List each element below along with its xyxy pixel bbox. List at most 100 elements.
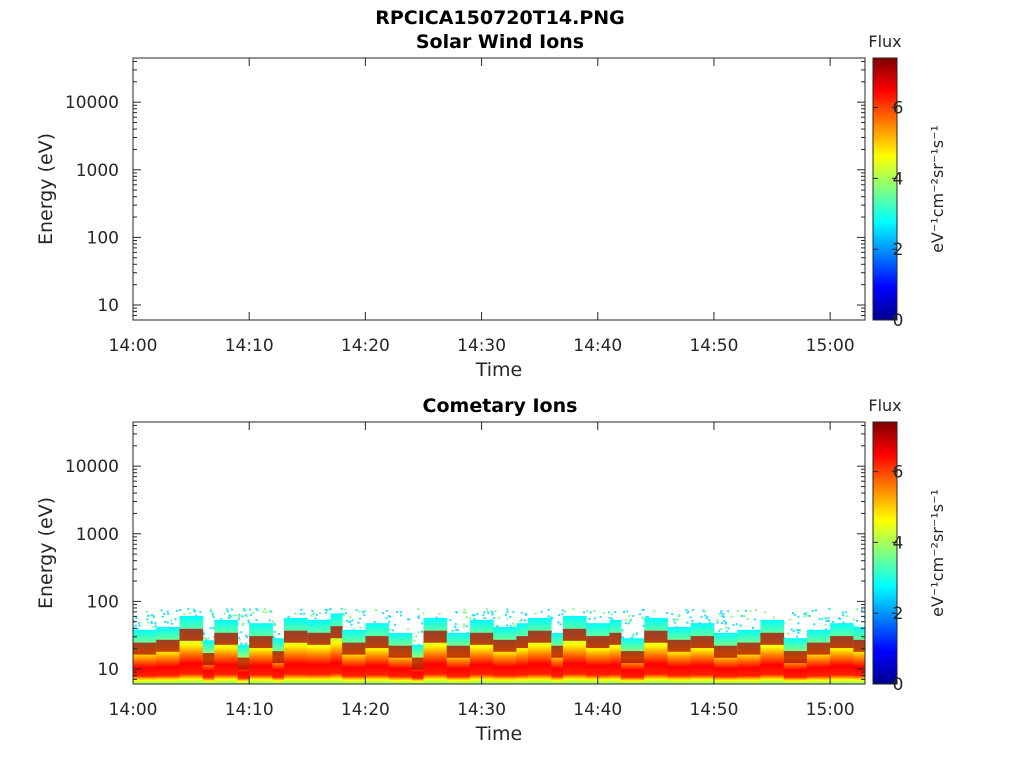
low-flux-speckle xyxy=(229,616,232,618)
flux-peak xyxy=(156,639,180,652)
low-flux-speckle xyxy=(483,611,486,614)
low-flux-speckle xyxy=(827,620,830,623)
low-flux-speckle xyxy=(268,610,271,613)
flux-peak xyxy=(330,626,343,639)
low-flux-speckle xyxy=(557,621,560,624)
low-flux-speckle xyxy=(303,612,305,615)
x-tick-label: 15:00 xyxy=(806,336,855,356)
colorbar-tick-label: 2 xyxy=(893,240,904,260)
flux-column xyxy=(853,627,865,684)
low-flux-speckle xyxy=(134,624,137,627)
low-flux-speckle xyxy=(464,611,467,614)
y-tick-label: 10000 xyxy=(65,457,119,477)
x-tick-label: 14:10 xyxy=(225,336,274,356)
low-flux-speckle xyxy=(632,633,635,636)
low-flux-speckle xyxy=(245,615,248,618)
low-flux-speckle xyxy=(202,637,205,640)
low-flux-speckle xyxy=(666,612,668,615)
low-flux-speckle xyxy=(324,608,327,611)
low-flux-speckle xyxy=(247,619,250,622)
low-flux-speckle xyxy=(386,609,389,612)
low-flux-speckle xyxy=(718,629,721,632)
x-axis-label: Time xyxy=(475,359,523,381)
low-flux-speckle xyxy=(473,614,476,617)
low-flux-speckle xyxy=(632,615,635,617)
y-tick-label: 100 xyxy=(87,592,119,612)
colorbar-ticks: 0 2 4 6 xyxy=(873,463,903,695)
flux-column xyxy=(388,632,413,684)
low-flux-speckle xyxy=(362,611,364,614)
low-flux-speckle xyxy=(136,628,139,631)
low-flux-speckle xyxy=(844,611,847,614)
low-flux-speckle xyxy=(589,611,592,614)
low-flux-speckle xyxy=(628,620,631,623)
low-flux-speckle xyxy=(483,617,486,619)
low-flux-speckle xyxy=(806,614,809,617)
low-flux-speckle xyxy=(237,636,240,639)
low-flux-speckle xyxy=(721,615,724,618)
low-flux-speckle xyxy=(722,613,725,616)
low-flux-speckle xyxy=(203,633,206,636)
low-flux-speckle xyxy=(166,621,169,624)
low-flux-speckle xyxy=(512,622,515,625)
low-flux-speckle xyxy=(421,630,423,633)
low-flux-speckle xyxy=(825,620,828,623)
low-flux-speckle xyxy=(462,611,465,614)
low-flux-speckle xyxy=(828,608,831,610)
flux-peak xyxy=(411,657,424,670)
low-flux-speckle xyxy=(163,612,166,615)
low-flux-speckle xyxy=(212,627,215,630)
low-flux-speckle xyxy=(438,612,441,615)
low-flux-speckle xyxy=(154,625,157,628)
low-flux-speckle xyxy=(241,622,244,625)
heatmap-layer xyxy=(133,607,865,684)
colorbar-tick-label: 6 xyxy=(893,463,904,483)
flux-peak xyxy=(783,651,808,664)
low-flux-speckle xyxy=(223,612,226,615)
low-flux-speckle xyxy=(330,608,333,610)
low-flux-speckle xyxy=(856,608,859,611)
low-flux-speckle xyxy=(135,617,138,619)
flux-column xyxy=(330,613,343,684)
x-tick-label: 14:00 xyxy=(109,700,158,720)
x-axis-ticks: 14:00 14:10 14:20 14:30 14:40 14:50 15:00 xyxy=(109,58,855,356)
colorbar-ticks: 0 2 4 6 xyxy=(873,99,903,331)
low-flux-speckle xyxy=(804,613,807,616)
y-tick-label: 100 xyxy=(87,228,119,248)
low-flux-speckle xyxy=(520,618,523,621)
low-flux-speckle xyxy=(608,611,611,614)
low-flux-speckle xyxy=(319,611,321,614)
low-flux-speckle xyxy=(813,623,816,626)
low-flux-speckle xyxy=(811,609,814,612)
flux-peak xyxy=(202,653,215,666)
x-axis-label: Time xyxy=(475,723,523,745)
low-flux-speckle xyxy=(564,610,566,613)
low-flux-speckle xyxy=(327,618,330,621)
low-flux-speckle xyxy=(389,615,392,618)
figure-title: RPCICA150720T14.PNG xyxy=(375,7,625,29)
low-flux-speckle xyxy=(227,616,230,619)
low-flux-speckle xyxy=(671,613,674,616)
low-flux-speckle xyxy=(210,610,213,613)
low-flux-speckle xyxy=(363,610,366,613)
low-flux-speckle xyxy=(700,615,703,618)
low-flux-speckle xyxy=(207,637,210,640)
low-flux-speckle xyxy=(243,610,246,613)
low-flux-speckle xyxy=(803,615,806,618)
low-flux-speckle xyxy=(512,610,515,613)
flux-column xyxy=(562,616,587,684)
low-flux-speckle xyxy=(417,615,420,618)
flux-peak xyxy=(621,651,645,664)
low-flux-speckle xyxy=(238,638,241,641)
low-flux-speckle xyxy=(623,611,625,613)
low-flux-speckle xyxy=(209,608,212,611)
colorbar-units: eV⁻¹cm⁻²sr⁻¹s⁻¹ xyxy=(928,489,947,617)
low-flux-speckle xyxy=(344,612,347,615)
low-flux-speckle xyxy=(635,633,638,636)
low-flux-speckle xyxy=(415,635,418,638)
low-flux-speckle xyxy=(211,612,214,615)
flux-column xyxy=(690,623,715,684)
low-flux-speckle xyxy=(687,610,690,613)
low-flux-speckle xyxy=(610,613,613,616)
low-flux-speckle xyxy=(265,611,268,614)
